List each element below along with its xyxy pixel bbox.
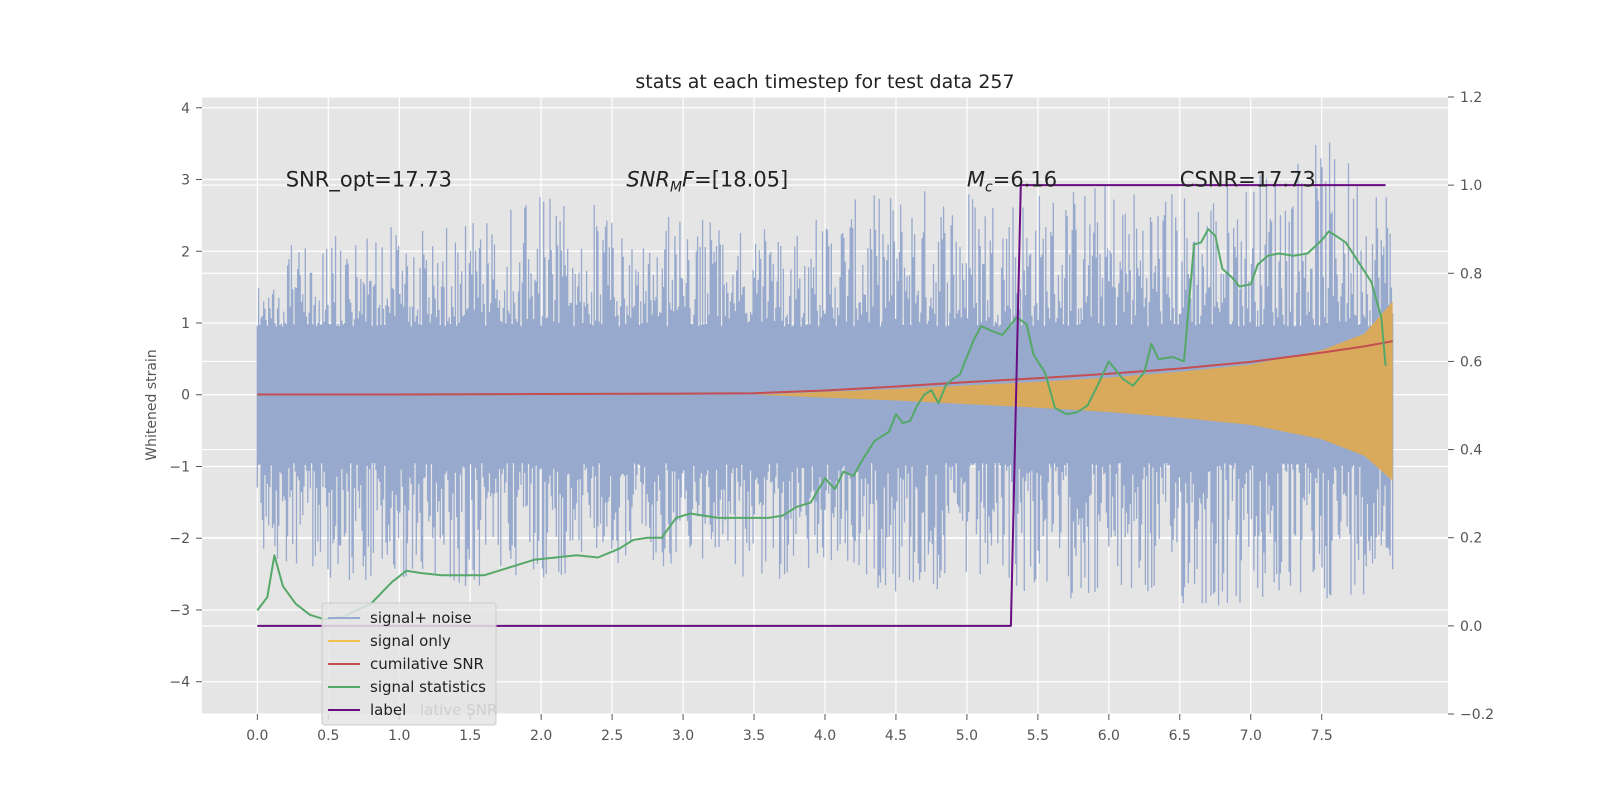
y-tick-label: 4 [181, 101, 190, 117]
legend-box [321, 602, 497, 726]
x-tick-label: 4.5 [885, 728, 907, 744]
y-right-tick-label: 1.2 [1460, 90, 1482, 106]
y-right-tick-label: 0.0 [1460, 619, 1482, 635]
y-tick-label: 2 [181, 244, 190, 260]
y-axis-label: Whitened strain [144, 349, 160, 460]
y-tick-label: −4 [169, 675, 190, 691]
legend-hidden-text: lative SNR [420, 701, 497, 719]
chart-title: stats at each timestep for test data 257 [635, 71, 1014, 93]
y-right-tick-label: 0.2 [1460, 531, 1482, 547]
y-right-tick-label: −0.2 [1460, 707, 1494, 723]
x-tick-label: 1.0 [388, 728, 410, 744]
signal-only-envelope [754, 301, 1393, 481]
y-tick-label: −1 [169, 459, 190, 475]
y-right-tick-label: 0.8 [1460, 266, 1482, 282]
annotations: SNR_opt=17.73 SNRMF=[18.05] Mc=6.16 CSNR=17… [286, 168, 1316, 196]
annotation-text: SNR_opt=17.73 [286, 168, 452, 193]
annotation-text: Mc=6.16 [967, 168, 1057, 196]
x-tick-label: 4.0 [814, 728, 836, 744]
x-tick-label: 5.0 [956, 728, 978, 744]
axes: 0.0 0.5 1.0 1.5 2.0 2.5 3.0 3.5 4.0 4.5 5.0 5.5 6.0 6… [169, 90, 1494, 744]
legend-label: label [370, 701, 406, 719]
x-tick-label: 6.5 [1169, 728, 1191, 744]
annotation-text: CSNR=17.73 [1180, 168, 1316, 192]
y-tick-label: −3 [169, 603, 190, 619]
series-line-cumilative-snr [257, 340, 1393, 396]
y-right-tick-label: 0.4 [1460, 443, 1482, 459]
x-tick-label: 2.0 [530, 728, 552, 744]
legend-label: cumilative SNR [370, 655, 484, 673]
legend-label: signal statistics [370, 678, 486, 696]
y-right-tick-label: 0.6 [1460, 354, 1482, 370]
y-tick-label: 3 [181, 173, 190, 189]
x-tick-label: 2.5 [601, 728, 623, 744]
legend: lative SNR signal+ noise signal only cumila… [321, 602, 497, 726]
y-right-tick-label: 1.0 [1460, 178, 1482, 194]
x-tick-label: 0.0 [246, 728, 268, 744]
x-tick-label: 7.5 [1311, 728, 1333, 744]
x-tick-label: 3.5 [743, 728, 765, 744]
y-tick-label: −2 [169, 531, 190, 547]
legend-label: signal only [370, 632, 451, 650]
x-tick-label: 5.5 [1027, 728, 1049, 744]
legend-label: signal+ noise [370, 609, 472, 627]
x-tick-label: 0.5 [317, 728, 339, 744]
y-tick-label: 1 [181, 316, 190, 332]
series-line-signal-statistics [256, 228, 1387, 621]
annotation-text: SNRMF=[18.05] [626, 168, 788, 196]
x-tick-label: 3.0 [672, 728, 694, 744]
series-line-label [257, 184, 1386, 627]
x-tick-label: 6.0 [1098, 728, 1120, 744]
x-tick-label: 1.5 [459, 728, 481, 744]
x-tick-label: 7.0 [1240, 728, 1262, 744]
y-tick-label: 0 [181, 388, 190, 404]
series-lines [256, 184, 1393, 627]
